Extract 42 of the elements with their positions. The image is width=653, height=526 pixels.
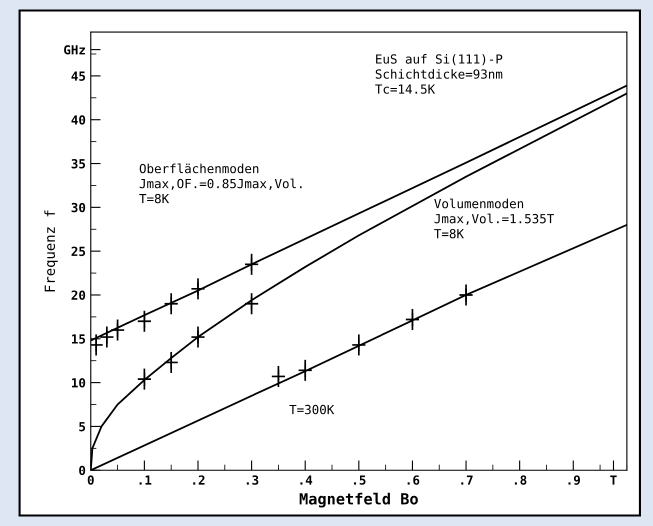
point <box>244 296 260 312</box>
y-tick-label: 20 <box>72 290 86 300</box>
y-tick-label: 45 <box>71 72 86 81</box>
x-tick-label: .5 <box>354 475 366 485</box>
annotation: Volumenmoden Jmax,Vol.=1.535T T=8K <box>434 198 554 238</box>
x-tick-label: .7 <box>461 475 473 485</box>
point <box>405 312 420 327</box>
annotation: Oberflächenmoden Jmax,OF.=0.85Jmax,Vol. T=8K <box>139 164 302 204</box>
x-tick-label: .6 <box>408 475 420 485</box>
x-tick-label: .9 <box>568 475 580 485</box>
point <box>164 296 179 312</box>
annotation: EuS auf Si(111)-P Schichtdicke=93nm Tc=14.5K <box>375 54 502 94</box>
x-tick-label: .4 <box>300 475 312 485</box>
annotation: T=300K <box>289 404 334 414</box>
point <box>136 372 152 387</box>
point <box>190 330 206 344</box>
point <box>270 369 286 384</box>
y-tick-label: 0 <box>79 466 86 476</box>
y-tick-label: 40 <box>71 115 86 125</box>
point <box>298 362 313 378</box>
point <box>244 256 260 272</box>
point <box>164 355 179 370</box>
x-tick-label: 0 <box>88 475 94 485</box>
x-tick-label: T <box>610 475 617 485</box>
point <box>136 314 152 329</box>
x-tick-label: .8 <box>514 475 526 485</box>
point <box>351 338 366 352</box>
x-tick-label: .3 <box>246 475 258 485</box>
x-axis-title: Magnetfeld Bo <box>300 492 418 508</box>
y-tick-label: 35 <box>72 159 86 168</box>
y-tick-label: 30 <box>72 202 86 212</box>
y-tick-label: 15 <box>72 334 86 344</box>
y-axis-title: Frequenz f <box>44 210 58 292</box>
y-tick-label: GHz <box>64 45 85 55</box>
point <box>458 288 474 302</box>
y-tick-label: 5 <box>79 422 86 432</box>
x-tick-label: .2 <box>193 475 204 485</box>
y-tick-label: 10 <box>72 378 86 388</box>
point <box>190 281 206 296</box>
y-tick-label: 25 <box>72 246 86 256</box>
point <box>110 322 125 338</box>
x-tick-label: .1 <box>140 475 152 485</box>
